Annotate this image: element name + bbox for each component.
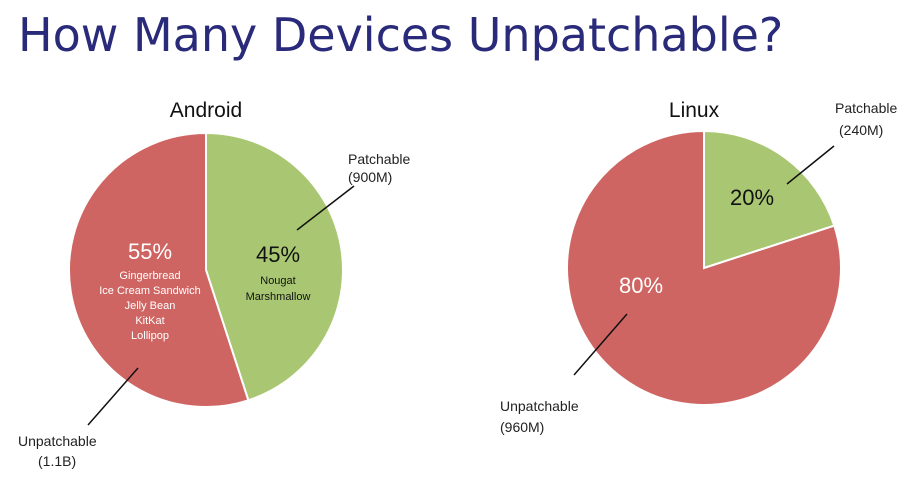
linux-unpatchable-callout-label: Unpatchable xyxy=(500,398,579,414)
android-unpatchable-version: KitKat xyxy=(135,315,164,327)
android-unpatchable-version: Jelly Bean xyxy=(125,300,176,312)
linux-chart-title: Linux xyxy=(669,99,720,122)
linux-patchable-slice xyxy=(703,129,836,270)
android-unpatchable-version: Gingerbread xyxy=(119,270,180,282)
android-chart: Android 45% Nougat Marshmallow 55% Ginge… xyxy=(18,99,410,469)
android-patchable-labels: 45% Nougat Marshmallow xyxy=(246,242,311,303)
android-patchable-version: Marshmallow xyxy=(246,291,311,303)
linux-pie xyxy=(566,129,842,406)
linux-unpatchable-leader-line xyxy=(573,313,628,376)
android-patchable-callout-label: Patchable xyxy=(348,151,410,167)
linux-patchable-callout-label: Patchable xyxy=(835,100,897,116)
slide-title: How Many Devices Unpatchable? xyxy=(18,8,784,62)
android-unpatchable-percent: 55% xyxy=(128,239,172,264)
android-patchable-callout-amount: (900M) xyxy=(348,169,392,185)
linux-unpatchable-callout-amount: (960M) xyxy=(500,419,544,435)
android-unpatchable-version: Lollipop xyxy=(131,330,169,342)
android-chart-title: Android xyxy=(170,99,242,122)
android-patchable-slice xyxy=(205,131,344,402)
android-patchable-leader-line xyxy=(296,185,355,231)
android-patchable-version: Nougat xyxy=(260,275,295,287)
linux-patchable-leader-line xyxy=(786,145,835,185)
android-patchable-percent: 45% xyxy=(256,242,300,267)
android-unpatchable-callout-amount: (1.1B) xyxy=(38,453,76,469)
linux-patchable-percent: 20% xyxy=(730,185,774,210)
android-unpatchable-labels: 55% Gingerbread Ice Cream Sandwich Jelly… xyxy=(99,239,201,342)
linux-unpatchable-slice xyxy=(566,129,842,406)
android-pie xyxy=(68,131,344,408)
linux-chart: Linux 20% 80% Patchable (240M) Unpatchab… xyxy=(500,99,897,435)
android-unpatchable-callout-label: Unpatchable xyxy=(18,433,97,449)
android-unpatchable-version: Ice Cream Sandwich xyxy=(99,285,201,297)
linux-patchable-callout-amount: (240M) xyxy=(839,122,883,138)
linux-unpatchable-percent: 80% xyxy=(619,273,663,298)
android-unpatchable-leader-line xyxy=(87,367,139,426)
android-unpatchable-slice xyxy=(68,131,250,408)
